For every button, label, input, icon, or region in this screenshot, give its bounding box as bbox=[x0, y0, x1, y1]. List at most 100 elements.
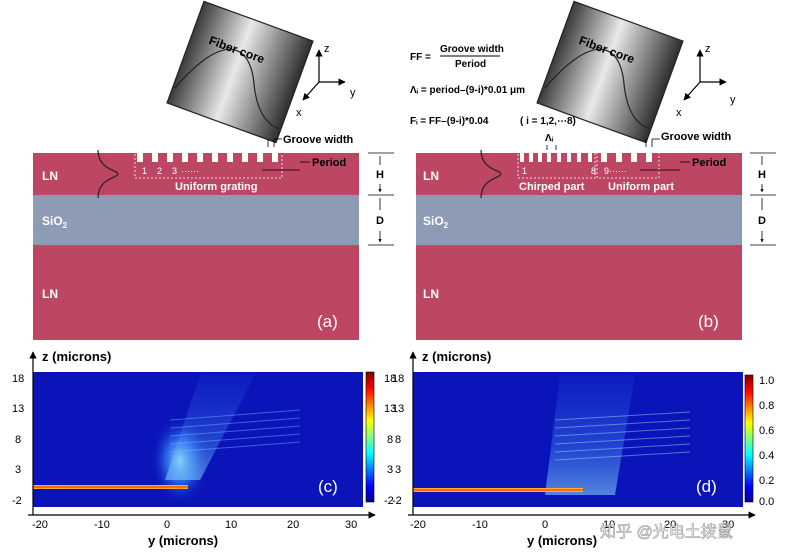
coordinate-axes-a bbox=[302, 49, 346, 101]
tooth-8-label-b: 8 bbox=[591, 166, 596, 176]
cbar-tick-c-3: 3 bbox=[387, 464, 393, 476]
ln-bottom-label-b: LN bbox=[423, 287, 439, 301]
field-fringes-c bbox=[169, 409, 301, 453]
xtick-d-0: 0 bbox=[542, 519, 548, 531]
groove-period-annotation-b bbox=[546, 138, 690, 171]
axis-z-a: z bbox=[324, 43, 330, 55]
groove-period-annotation-a bbox=[262, 138, 310, 171]
period-label-b: Period bbox=[692, 157, 726, 169]
panel-b-structure bbox=[416, 0, 776, 340]
fiber-core-b bbox=[536, 0, 684, 144]
ln-top-label-a: LN bbox=[42, 169, 58, 183]
cbar-tick-d-0.8: 0.8 bbox=[759, 400, 774, 412]
i-range: ( i = 1,2,⋯8) bbox=[520, 116, 576, 127]
text-layer: Fiber core z y x Groove width Period LN … bbox=[12, 33, 774, 548]
dimension-markers-b bbox=[750, 152, 776, 246]
panel-d-tag: (d) bbox=[696, 477, 717, 496]
chirped-part-label: Chirped part bbox=[519, 181, 585, 193]
xtick-d-20: 20 bbox=[664, 519, 676, 531]
ytick-d-m2: -2 bbox=[392, 495, 402, 507]
field-beam-d bbox=[545, 375, 635, 495]
ff-denominator: Period bbox=[455, 59, 486, 70]
xtick-d-m20: -20 bbox=[410, 519, 426, 531]
ff-numerator: Groove width bbox=[440, 44, 504, 55]
ytick-d-13: 13 bbox=[392, 403, 404, 415]
ytick-c-8: 8 bbox=[15, 434, 21, 446]
xtick-d-10: 10 bbox=[603, 519, 615, 531]
uniform-dashed-box bbox=[596, 149, 660, 179]
z-axis-label-c: z (microns) bbox=[42, 349, 111, 364]
cbar-tick-d-0.4: 0.4 bbox=[759, 450, 774, 462]
d-label-a: D bbox=[376, 215, 384, 227]
ytick-d-18: 18 bbox=[392, 373, 404, 385]
panel-a-structure bbox=[33, 0, 394, 340]
tooth-9-label-b: 9······ bbox=[604, 166, 627, 176]
xtick-c-m20: -20 bbox=[32, 519, 48, 531]
sio2-layer-b bbox=[416, 195, 742, 245]
panel-d-field-plot bbox=[408, 351, 756, 519]
axis-z-b: z bbox=[705, 43, 711, 55]
xtick-c-20: 20 bbox=[287, 519, 299, 531]
ytick-c-18: 18 bbox=[12, 373, 24, 385]
sio2-label-a: SiO2 bbox=[42, 214, 68, 230]
axis-x-a: x bbox=[296, 107, 302, 119]
xtick-c-0: 0 bbox=[164, 519, 170, 531]
cbar-tick-c-13: 13 bbox=[384, 403, 396, 415]
h-label-a: H bbox=[376, 169, 384, 181]
ytick-d-3: 3 bbox=[395, 464, 401, 476]
panel-b-tag: (b) bbox=[698, 312, 719, 331]
ln-substrate-layer-b bbox=[416, 245, 742, 340]
ln-bottom-label-a: LN bbox=[42, 287, 58, 301]
sio2-layer bbox=[33, 195, 359, 245]
chirped-dashed-box bbox=[517, 149, 596, 179]
xtick-c-m10: -10 bbox=[94, 519, 110, 531]
y-axis-label-d: y (microns) bbox=[527, 533, 597, 548]
lambda-equation: Λᵢ = period–(9-i)*0.01 μm bbox=[410, 85, 525, 96]
ln-top-label-b: LN bbox=[423, 169, 439, 183]
tooth-1-label-b: 1 bbox=[522, 166, 527, 176]
panel-c-field-plot bbox=[28, 351, 376, 519]
y-axis-label-c: y (microns) bbox=[148, 533, 218, 548]
field-beam-c bbox=[165, 375, 255, 480]
watermark-text: 知乎 @光电土拨鼠 bbox=[600, 523, 733, 541]
cbar-tick-c-8: 8 bbox=[387, 434, 393, 446]
sio2-label-b: SiO2 bbox=[423, 214, 449, 230]
coordinate-axes-b bbox=[683, 49, 727, 101]
colorbar-c bbox=[365, 371, 375, 503]
cbar-tick-d-0.6: 0.6 bbox=[759, 425, 774, 437]
ff-lhs: FF = bbox=[410, 52, 431, 63]
d-label-b: D bbox=[758, 215, 766, 227]
ln-top-layer-b bbox=[416, 153, 742, 195]
z-axis-label-d: z (microns) bbox=[422, 349, 491, 364]
tooth-dots-label: ······ bbox=[181, 166, 199, 176]
h-label-b: H bbox=[758, 169, 766, 181]
panel-a-tag: (a) bbox=[317, 312, 338, 331]
groove-width-label-a: Groove width bbox=[283, 134, 354, 146]
cbar-tick-d-0.0: 0.0 bbox=[759, 496, 774, 508]
uniform-part-label: Uniform part bbox=[608, 181, 674, 193]
lambda-i-label: Λᵢ bbox=[545, 133, 554, 144]
cbar-tick-d-1.0: 1.0 bbox=[759, 375, 774, 387]
tooth-3-label: 3 bbox=[172, 166, 177, 176]
axis-y-b: y bbox=[730, 94, 736, 106]
tooth-1-label: 1 bbox=[142, 166, 147, 176]
groove-width-label-b: Groove width bbox=[661, 131, 732, 143]
panel-c-tag: (c) bbox=[318, 477, 338, 496]
mode-profile-curve-b bbox=[480, 149, 502, 199]
xtick-d-30: 30 bbox=[722, 519, 734, 531]
cbar-tick-d-0.2: 0.2 bbox=[759, 475, 774, 487]
ytick-d-8: 8 bbox=[395, 434, 401, 446]
xtick-c-10: 10 bbox=[225, 519, 237, 531]
f-equation: Fᵢ = FF–(9-i)*0.04 bbox=[410, 116, 489, 127]
field-fringes-d bbox=[554, 411, 691, 461]
period-label-a: Period bbox=[312, 157, 346, 169]
ln-substrate-layer bbox=[33, 245, 359, 340]
fiber-core bbox=[166, 0, 314, 144]
ytick-c-3: 3 bbox=[15, 464, 21, 476]
xtick-d-m10: -10 bbox=[472, 519, 488, 531]
cbar-tick-c-m2: -2 bbox=[384, 495, 394, 507]
axis-x-b: x bbox=[676, 107, 682, 119]
uniform-grating-label: Uniform grating bbox=[175, 181, 258, 193]
axis-y-a: y bbox=[350, 87, 356, 99]
